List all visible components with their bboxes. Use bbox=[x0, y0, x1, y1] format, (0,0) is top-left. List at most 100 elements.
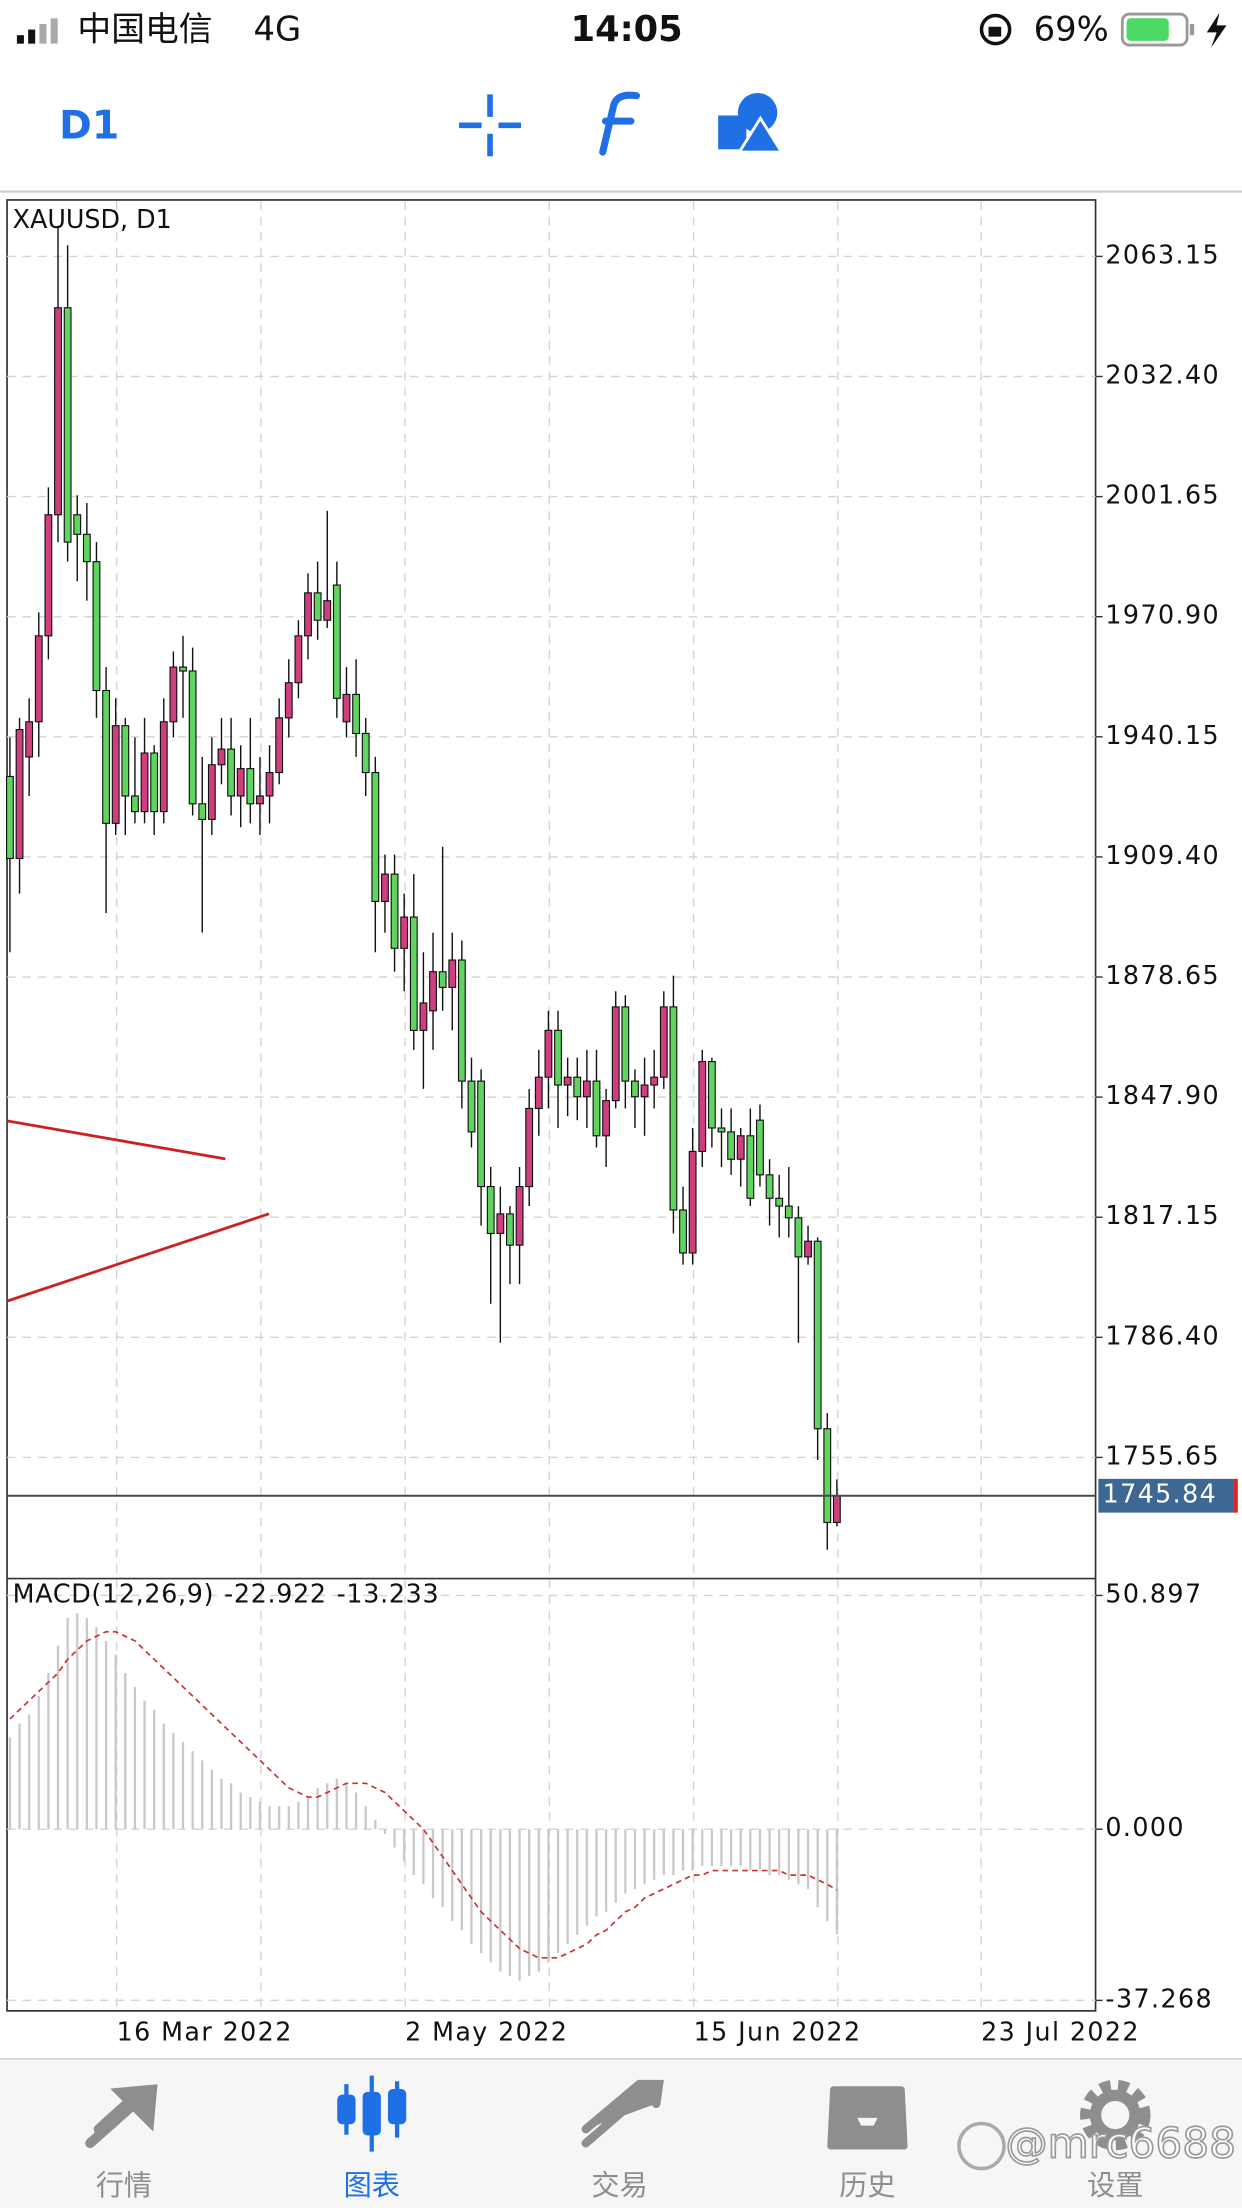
candle-body bbox=[698, 1061, 707, 1152]
candle-body bbox=[294, 635, 303, 684]
candle-body bbox=[63, 307, 72, 543]
candle-body bbox=[429, 971, 437, 1012]
candle-body bbox=[592, 1080, 601, 1137]
macd-readout: -22.922 bbox=[224, 1578, 327, 1608]
candle-body bbox=[188, 670, 197, 805]
indicator-button[interactable] bbox=[599, 91, 641, 156]
candle-body bbox=[438, 971, 447, 988]
tab-label[interactable]: 历史 bbox=[839, 2169, 895, 2202]
battery-percent: 69% bbox=[1034, 9, 1109, 48]
candle-body bbox=[82, 533, 91, 563]
candle-body bbox=[832, 1495, 841, 1524]
candle-body bbox=[361, 732, 370, 774]
candle-body bbox=[131, 795, 139, 813]
y-tick-label: 2063.15 bbox=[1105, 239, 1220, 269]
candle-body bbox=[159, 721, 168, 813]
candle-body bbox=[794, 1217, 803, 1258]
candle-body bbox=[54, 307, 62, 516]
candle-body bbox=[323, 600, 332, 621]
tab-label[interactable]: 交易 bbox=[591, 2169, 647, 2202]
chart-area bbox=[6, 199, 1097, 2012]
tab-icon[interactable] bbox=[827, 2086, 908, 2150]
candle-body bbox=[227, 748, 236, 797]
tab-label[interactable]: 设置 bbox=[1087, 2169, 1143, 2202]
candle-body bbox=[390, 873, 399, 949]
candle-body bbox=[707, 1061, 716, 1129]
candle-body bbox=[515, 1186, 524, 1246]
chart-symbol: XAUUSD, D1 bbox=[13, 204, 172, 234]
candle-body bbox=[621, 1006, 630, 1082]
tab-icon[interactable] bbox=[1080, 2079, 1151, 2151]
network: 4G bbox=[253, 9, 301, 48]
candle-body bbox=[669, 1006, 678, 1211]
y-tick-label: 1847.90 bbox=[1105, 1080, 1220, 1110]
tab-bar-bg bbox=[0, 2058, 1242, 2208]
candle-body bbox=[111, 725, 120, 824]
candle-body bbox=[284, 682, 293, 719]
candle-body bbox=[679, 1209, 687, 1254]
candle-body bbox=[775, 1197, 784, 1207]
candle-body bbox=[756, 1119, 764, 1176]
candle-body bbox=[332, 584, 341, 699]
crosshair-button[interactable] bbox=[459, 94, 522, 157]
y-tick-label: 0.000 bbox=[1105, 1812, 1185, 1842]
timeframe-button[interactable]: D1 bbox=[59, 103, 119, 149]
candle-body bbox=[765, 1174, 774, 1199]
tab-label[interactable]: 图表 bbox=[344, 2169, 400, 2202]
trend-line[interactable] bbox=[6, 1212, 270, 1303]
y-tick-label: 1817.15 bbox=[1105, 1200, 1220, 1230]
candle-body bbox=[179, 666, 187, 672]
battery-tip bbox=[1189, 23, 1195, 36]
candle-body bbox=[486, 1186, 495, 1234]
candle-body bbox=[554, 1029, 562, 1086]
candle-body bbox=[400, 916, 409, 949]
candle-body bbox=[265, 771, 274, 797]
lock-icon bbox=[988, 26, 1002, 37]
candle-body bbox=[813, 1240, 822, 1430]
tab-label[interactable]: 行情 bbox=[96, 2169, 152, 2202]
candle-body bbox=[5, 775, 14, 860]
candle-body bbox=[640, 1084, 649, 1098]
x-tick-label: 15 Jun 2022 bbox=[694, 2016, 862, 2046]
objects-button[interactable] bbox=[718, 92, 785, 154]
clock: 14:05 bbox=[571, 9, 683, 50]
macd-header: MACD(12,26,9) -22.922 -13.233 bbox=[13, 1578, 440, 1608]
candle-body bbox=[198, 803, 207, 820]
tab-icon[interactable] bbox=[581, 2079, 664, 2148]
candle-body bbox=[746, 1135, 755, 1199]
signal-bar bbox=[28, 29, 36, 44]
candle-body bbox=[256, 795, 264, 805]
candle-body bbox=[217, 748, 226, 766]
candle-body bbox=[150, 752, 159, 813]
candle-body bbox=[304, 592, 312, 637]
candle-body bbox=[25, 721, 34, 758]
candle-body bbox=[602, 1100, 611, 1137]
macd-title: MACD(12,26,9) bbox=[13, 1578, 215, 1608]
candle-body bbox=[44, 514, 53, 637]
candle-body bbox=[717, 1127, 726, 1133]
candle-body bbox=[275, 717, 284, 774]
candle-body bbox=[457, 959, 466, 1082]
y-tick-label: 1786.40 bbox=[1105, 1320, 1220, 1350]
y-tick-label: 2001.65 bbox=[1105, 480, 1220, 510]
current-price-label: 1745.84 bbox=[1103, 1479, 1218, 1509]
signal-line bbox=[9, 1630, 838, 1959]
tab-icon[interactable] bbox=[337, 2075, 407, 2152]
watermark: @mrc6688 bbox=[957, 2118, 1237, 2171]
candle-body bbox=[246, 768, 255, 805]
watermark-logo bbox=[957, 2121, 1006, 2171]
y-tick-label: 50.897 bbox=[1105, 1578, 1202, 1608]
trend-line[interactable] bbox=[6, 1119, 226, 1161]
y-tick-label: 1940.15 bbox=[1105, 720, 1220, 750]
candle-body bbox=[544, 1029, 553, 1078]
candle-body bbox=[73, 514, 82, 535]
x-tick-label: 23 Jul 2022 bbox=[981, 2016, 1140, 2046]
candle-body bbox=[207, 764, 216, 820]
current-price-edge bbox=[1233, 1478, 1238, 1513]
tab-bar: 行情 图表 交易 历史 设置 bbox=[0, 2058, 1242, 2208]
toolbar: D1 bbox=[0, 91, 1242, 193]
tab-icon[interactable] bbox=[85, 2084, 158, 2149]
y-tick-label: 1970.90 bbox=[1105, 600, 1220, 630]
